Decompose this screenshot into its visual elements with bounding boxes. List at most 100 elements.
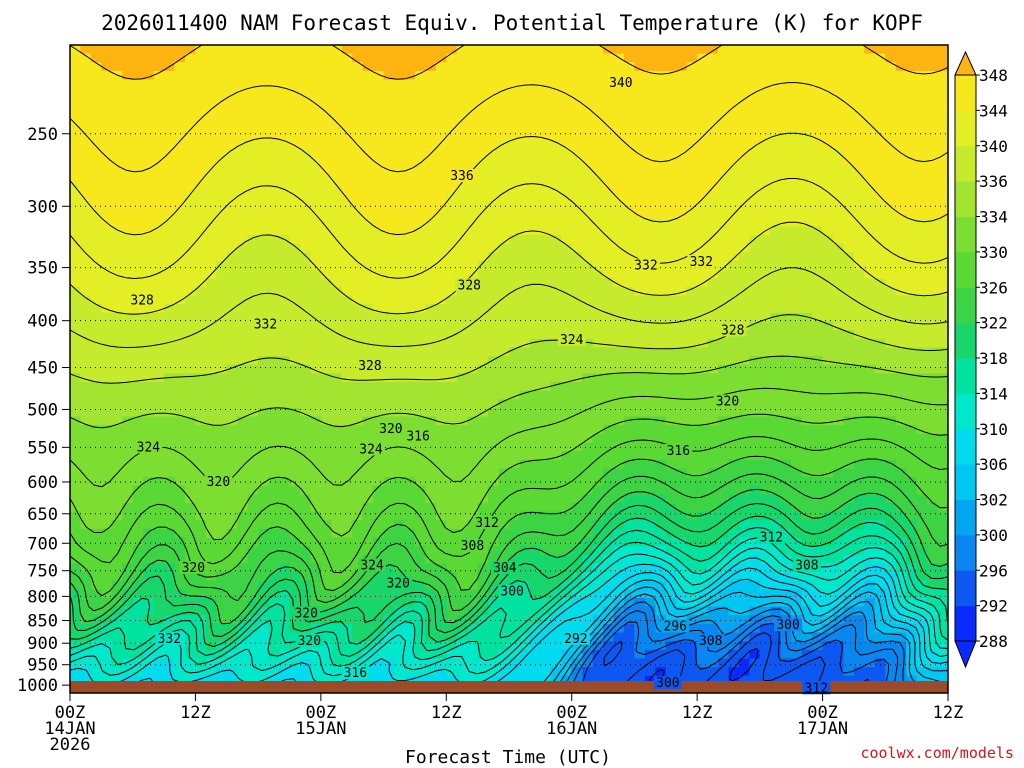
heat-cell [467, 451, 479, 461]
heat-cell [853, 243, 865, 253]
heat-cell [279, 140, 291, 150]
heat-cell [383, 96, 395, 107]
heat-cell [90, 235, 102, 245]
heat-cell [111, 122, 123, 132]
heat-cell [801, 217, 813, 228]
heat-cell [592, 407, 604, 418]
heat-cell [582, 174, 594, 184]
heat-cell [707, 53, 719, 63]
heat-cell [247, 546, 259, 556]
heat-cell [90, 494, 102, 504]
heat-cell [707, 502, 719, 513]
heat-cell [895, 330, 907, 340]
heat-cell [70, 53, 82, 63]
heat-cell [184, 148, 197, 158]
heat-cell [143, 217, 155, 228]
heat-cell [895, 425, 907, 435]
heat-cell [184, 174, 197, 184]
heat-cell [550, 209, 562, 219]
heat-cell [634, 157, 646, 167]
heat-cell [268, 502, 280, 513]
heat-cell [509, 79, 521, 89]
heat-cell [895, 209, 907, 219]
heat-cell [791, 243, 803, 253]
heat-cell [613, 70, 625, 81]
heat-cell [477, 459, 489, 469]
heat-cell [90, 70, 102, 81]
heat-cell [122, 511, 134, 521]
heat-cell [603, 416, 615, 426]
heat-cell [843, 416, 855, 426]
heat-cell [320, 364, 332, 374]
heat-cell [90, 407, 102, 418]
heat-cell [759, 373, 771, 383]
heat-cell [801, 468, 813, 478]
heat-cell [331, 261, 343, 271]
heat-cell [435, 381, 447, 392]
heat-cell [488, 304, 500, 314]
heat-cell [780, 278, 792, 288]
heat-cell [582, 304, 594, 314]
heat-cell [509, 165, 521, 176]
heat-cell [812, 477, 824, 487]
heat-cell [111, 304, 123, 314]
heat-cell [916, 148, 928, 158]
heat-cell [906, 451, 918, 461]
heat-cell [195, 148, 207, 158]
heat-cell [299, 459, 311, 469]
heat-cell [644, 235, 656, 245]
heat-cell [446, 451, 458, 461]
heat-cell [143, 235, 155, 245]
heat-cell [310, 321, 322, 331]
heat-cell [498, 174, 510, 184]
heat-cell [812, 433, 824, 444]
heat-cell [488, 165, 500, 176]
heat-cell [70, 148, 82, 158]
heat-cell [927, 140, 939, 150]
heat-cell [404, 373, 416, 383]
heat-cell [623, 468, 636, 478]
heat-cell [216, 70, 228, 81]
heat-cell [320, 477, 332, 487]
heat-cell [770, 217, 782, 228]
heat-cell [571, 209, 583, 219]
heat-cell [853, 200, 865, 210]
heat-cell [718, 209, 730, 219]
heat-cell [895, 511, 907, 521]
heat-cell [529, 45, 541, 55]
heat-cell [509, 338, 521, 348]
heat-cell [383, 226, 395, 236]
heat-cell [101, 286, 113, 297]
heat-cell [895, 122, 907, 132]
heat-cell [791, 174, 803, 184]
heat-cell [310, 468, 322, 478]
heat-cell [770, 546, 782, 556]
heat-cell [864, 520, 876, 530]
heat-cell [383, 468, 395, 478]
heat-cell [801, 347, 813, 357]
heat-cell [686, 165, 698, 176]
heat-cell [833, 269, 845, 279]
heat-cell [655, 338, 667, 348]
heat-cell [143, 433, 155, 444]
heat-cell [749, 416, 761, 426]
heat-cell [749, 381, 761, 392]
heat-cell [665, 459, 677, 469]
heat-cell [759, 217, 771, 228]
heat-cell [101, 477, 113, 487]
heat-cell [749, 442, 761, 452]
heat-cell [153, 79, 165, 89]
heat-cell [373, 88, 385, 98]
heat-cell [749, 45, 761, 55]
heat-cell [874, 468, 886, 478]
heat-cell [916, 53, 928, 63]
heat-cell [738, 520, 750, 530]
heat-cell [780, 451, 792, 461]
heat-cell [498, 157, 510, 167]
heat-cell [394, 537, 406, 547]
heat-cell [111, 131, 123, 141]
heat-cell [550, 88, 562, 98]
heat-cell [226, 261, 238, 271]
heat-cell [184, 226, 197, 236]
heat-cell [906, 416, 918, 426]
